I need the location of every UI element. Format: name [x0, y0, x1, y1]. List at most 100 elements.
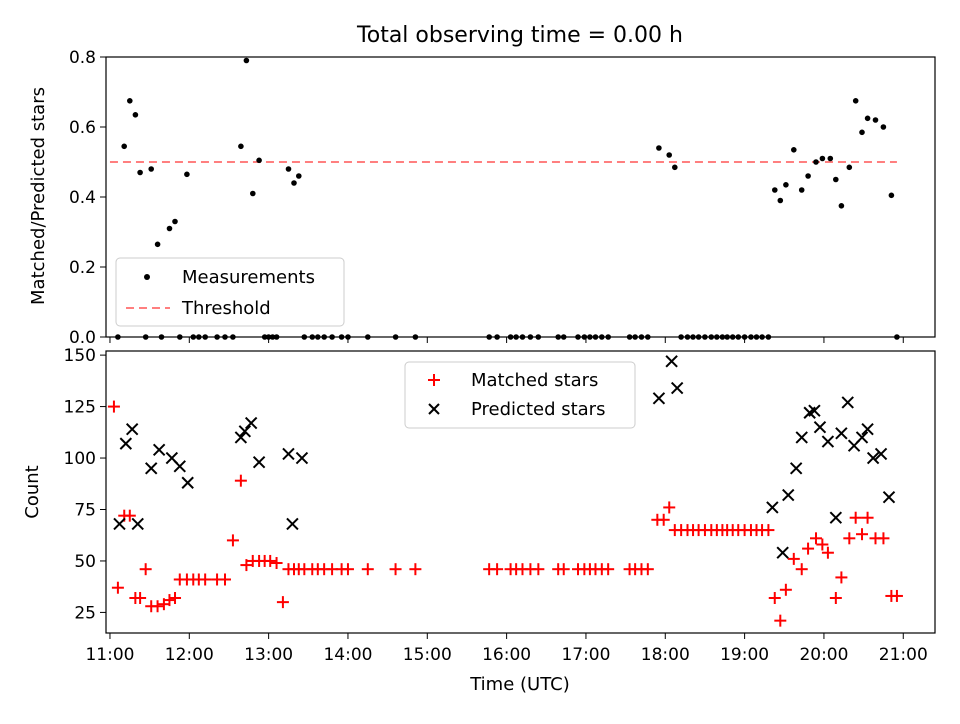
matched-stars-point [264, 554, 277, 567]
matched-stars-point [810, 532, 823, 545]
measurement-point [121, 143, 127, 150]
matched-stars-point [890, 589, 903, 602]
matched-stars-point [663, 501, 676, 514]
matched-stars-point [849, 511, 862, 524]
matched-stars-point [151, 600, 164, 613]
matched-stars-point [856, 528, 869, 541]
matched-stars-point [107, 400, 120, 413]
predicted-stars-point [882, 490, 896, 504]
matched-stars-point [234, 474, 247, 487]
matched-stars-point [861, 511, 874, 524]
predicted-stars-point [861, 423, 874, 436]
matched-stars-point [276, 596, 289, 609]
predicted-stars-point [813, 420, 827, 434]
measurement-point [864, 115, 871, 122]
predicted-stars-point [252, 455, 266, 469]
matched-stars-point [270, 557, 283, 570]
predicted-stars-point [766, 501, 779, 514]
measurement-point [285, 166, 292, 172]
predicted-stars-point [855, 431, 869, 444]
matched-stars-point [134, 592, 147, 605]
predicted-stars-point [286, 517, 299, 531]
matched-stars-point [774, 614, 787, 627]
predicted-stars-point [670, 381, 684, 395]
measurement-point [154, 241, 161, 248]
bottom-y-tick-label: 75 [74, 500, 96, 520]
legend-label-matched: Matched stars [471, 370, 598, 391]
matched-stars-point [111, 581, 124, 594]
matched-stars-point [361, 563, 374, 576]
measurement-point [296, 173, 302, 179]
measurement-point [238, 143, 244, 150]
matched-stars-point [389, 563, 402, 576]
matched-stars-point [409, 563, 422, 576]
matched-stars-point [821, 546, 834, 559]
bottom-y-tick-label: 150 [64, 346, 96, 366]
bottom-y-tick-label: 25 [74, 603, 96, 623]
bottom-y-tick-label: 125 [64, 398, 96, 418]
predicted-stars-point [295, 451, 309, 465]
predicted-stars-point [866, 451, 880, 465]
legend-label-measurements: Measurements [182, 267, 315, 288]
predicted-stars-point [795, 431, 808, 444]
top-y-tick-label: 0.8 [69, 48, 96, 68]
matched-stars-point [787, 552, 800, 565]
x-tick-label: 14:00 [323, 645, 372, 665]
predicted-stars-point [181, 476, 194, 489]
chart-title: Total observing time = 0.00 h [356, 23, 683, 48]
matched-stars-point [557, 563, 570, 576]
measurement-point [172, 218, 178, 225]
predicted-stars-point [244, 416, 258, 430]
measurement-point [243, 57, 250, 64]
top-y-tick-label: 0.6 [69, 118, 96, 138]
measurement-point [880, 124, 887, 130]
bottom-legend: Matched stars Predicted stars [404, 361, 636, 429]
measurement-point [813, 159, 819, 165]
measurement-point [846, 164, 853, 171]
top-y-tick-label: 0.4 [69, 188, 96, 208]
matched-stars-point [795, 563, 808, 576]
matched-stars-point [641, 563, 654, 576]
matched-stars-point [123, 509, 136, 522]
matched-stars-point [226, 534, 239, 547]
top-y-tick-label: 0.0 [69, 328, 96, 348]
matched-stars-point [491, 563, 504, 576]
legend-label-predicted: Predicted stars [471, 399, 605, 420]
measurement-point [137, 169, 143, 176]
matched-stars-point [816, 538, 829, 551]
bottom-panel: Count Time (UTC) 25 50 75 100 125 150 11:00 12:… [22, 346, 936, 695]
matched-stars-point [657, 513, 670, 526]
matched-stars-point [835, 571, 848, 584]
predicted-stars-point [238, 425, 252, 438]
measurement-point [859, 129, 865, 136]
matched-stars-point [341, 563, 354, 576]
measurement-point [291, 180, 297, 186]
matched-stars-point [218, 573, 231, 586]
measurement-point [772, 187, 778, 193]
predicted-stars-point [829, 511, 843, 524]
measurement-point [127, 98, 133, 104]
predicted-stars-point [808, 404, 821, 417]
x-tick-label: 19:00 [720, 645, 769, 665]
top-y-axis-label: Matched/Predicted stars [28, 87, 49, 305]
matched-stars-point [602, 563, 615, 576]
measurement-point [656, 145, 662, 151]
top-y-tick-label: 0.2 [69, 258, 96, 278]
x-tick-label: 17:00 [561, 645, 610, 665]
predicted-stars-point [119, 437, 133, 450]
predicted-stars-point [874, 447, 888, 461]
predicted-stars-point [776, 546, 789, 559]
matched-stars-point [240, 559, 253, 572]
measurement-point [166, 225, 173, 232]
measurement-point [805, 173, 811, 179]
matched-stars-point [802, 542, 815, 555]
predicted-stars-point [125, 423, 139, 436]
x-tick-label: 16:00 [482, 645, 531, 665]
top-legend: Measurements Threshold [115, 257, 345, 327]
matched-stars-point [199, 573, 212, 586]
matched-stars-point [829, 592, 842, 605]
predicted-stars-point [152, 443, 166, 457]
bottom-legend-box [404, 361, 636, 429]
measurement-point [888, 192, 895, 199]
